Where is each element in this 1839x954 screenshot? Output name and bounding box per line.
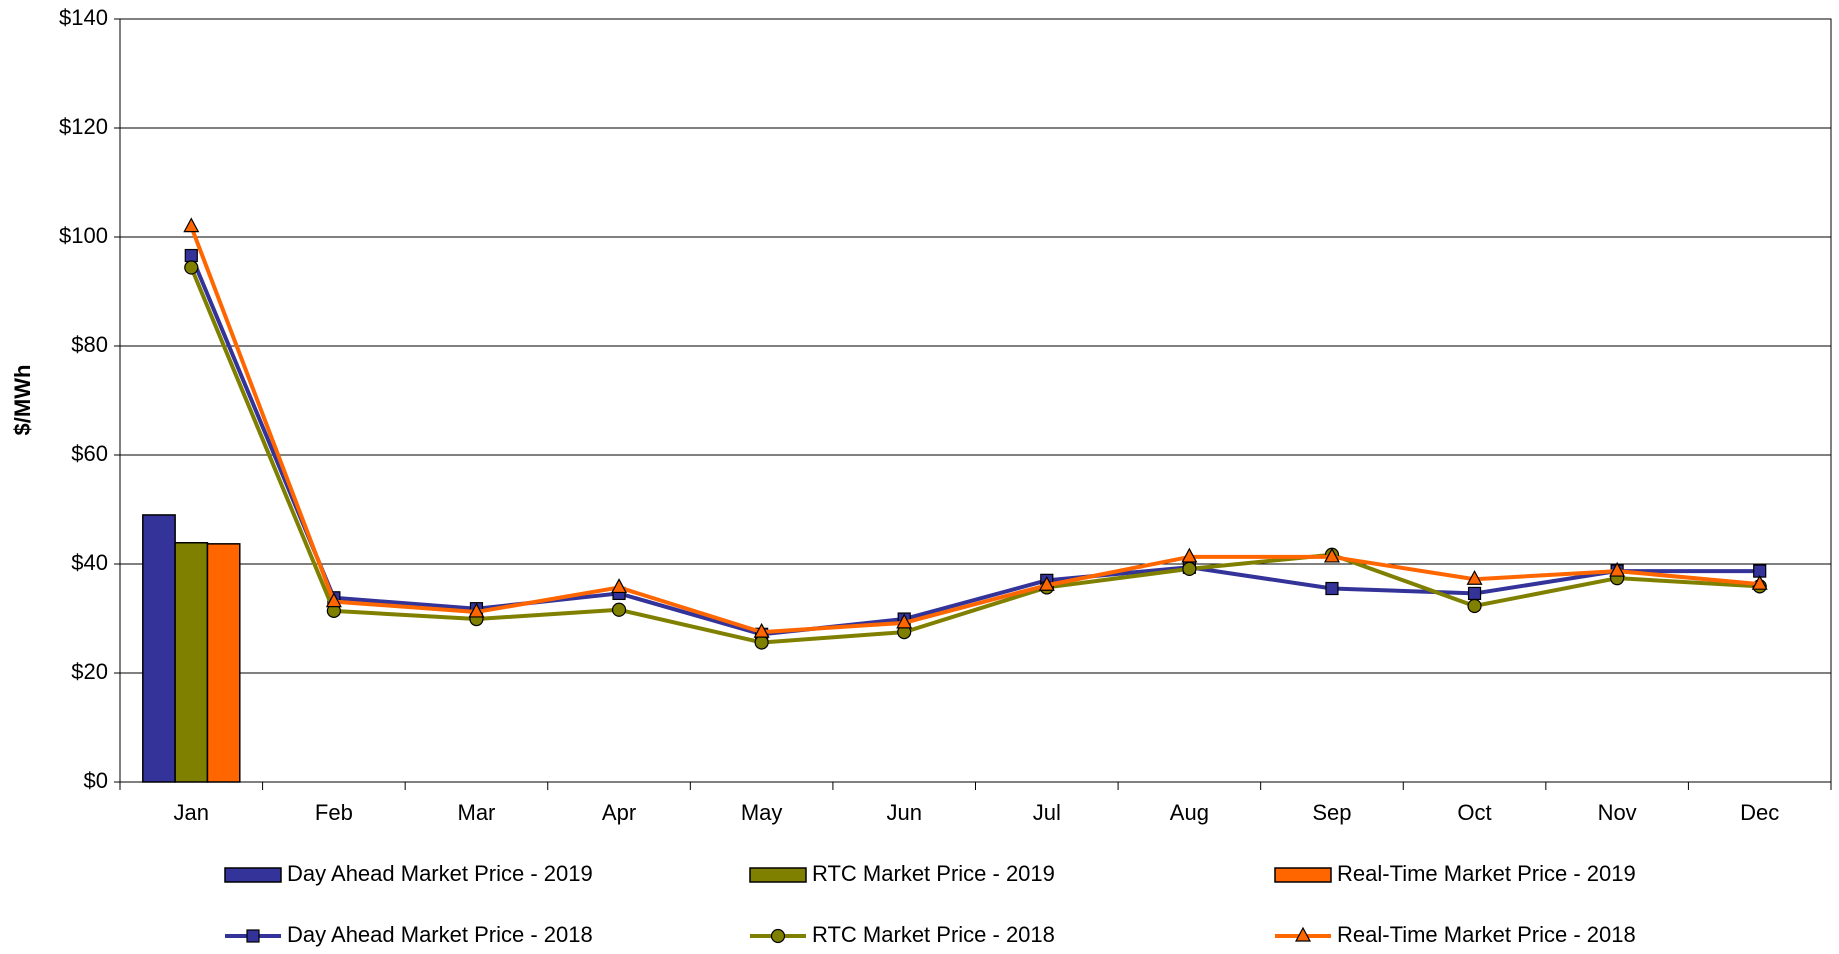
legend-swatch	[224, 867, 282, 883]
marker	[1182, 561, 1197, 577]
y-tick-label: $60	[71, 441, 108, 466]
marker	[611, 602, 627, 617]
legend-item: Day Ahead Market Price - 2018	[225, 922, 593, 947]
line	[189, 225, 1760, 635]
legend-item: Real-Time Market Price - 2018	[1275, 922, 1636, 947]
x-tick-label: Apr	[602, 800, 636, 825]
y-tick-label: $120	[59, 114, 108, 139]
marker	[770, 928, 786, 944]
y-tick-label: $40	[71, 550, 108, 575]
marker	[896, 613, 913, 629]
legend-label: RTC Market Price - 2019	[812, 861, 1055, 886]
marker	[1181, 547, 1198, 563]
marker	[1467, 586, 1482, 601]
legend-label: Day Ahead Market Price - 2019	[287, 861, 593, 886]
x-tick-label: Dec	[1740, 800, 1779, 825]
legend-swatch	[749, 867, 807, 883]
marker	[1467, 598, 1482, 614]
x-tick-label: Feb	[315, 800, 353, 825]
legend-label: RTC Market Price - 2018	[812, 922, 1055, 947]
legend-label: Day Ahead Market Price - 2018	[287, 922, 593, 947]
legend-label: Real-Time Market Price - 2018	[1337, 922, 1636, 947]
plot-area	[119, 18, 1832, 783]
marker	[753, 622, 770, 638]
marker	[246, 929, 260, 943]
marker	[1294, 926, 1312, 942]
marker	[468, 602, 485, 618]
x-tick-label: Oct	[1457, 800, 1491, 825]
y-tick-label: $100	[59, 223, 108, 248]
x-tick-label: Mar	[458, 800, 496, 825]
line	[189, 266, 1760, 645]
legend-item: RTC Market Price - 2018	[750, 922, 1055, 947]
x-tick-label: Jun	[886, 800, 921, 825]
legend-swatch	[1274, 867, 1332, 883]
line	[189, 254, 1760, 637]
marker	[325, 592, 342, 608]
legend-item: Day Ahead Market Price - 2019	[224, 861, 593, 886]
legend-item: Real-Time Market Price - 2019	[1274, 861, 1636, 886]
marker	[183, 217, 200, 233]
y-axis-title: $/MWh	[10, 365, 35, 436]
bar	[142, 514, 176, 783]
legend-label: Real-Time Market Price - 2019	[1337, 861, 1636, 886]
x-tick-label: Nov	[1598, 800, 1637, 825]
x-tick-label: Jul	[1033, 800, 1061, 825]
x-tick-label: Jan	[174, 800, 209, 825]
legend-item: RTC Market Price - 2019	[749, 861, 1055, 886]
y-tick-label: $20	[71, 659, 108, 684]
marker	[611, 578, 628, 594]
marker	[754, 635, 769, 650]
y-tick-label: $0	[84, 768, 108, 793]
marker	[184, 248, 198, 263]
marker	[1609, 561, 1626, 577]
bar	[206, 543, 241, 783]
marker	[1038, 575, 1055, 591]
marker	[184, 260, 199, 275]
marker	[1325, 581, 1339, 596]
marker	[1323, 547, 1340, 563]
y-tick-label: $140	[59, 5, 108, 30]
x-tick-label: Sep	[1312, 800, 1351, 825]
bar	[174, 541, 209, 783]
x-tick-label: May	[741, 800, 783, 825]
y-tick-label: $80	[71, 332, 108, 357]
marker	[1466, 569, 1483, 585]
marker	[1751, 574, 1768, 590]
x-tick-label: Aug	[1170, 800, 1209, 825]
